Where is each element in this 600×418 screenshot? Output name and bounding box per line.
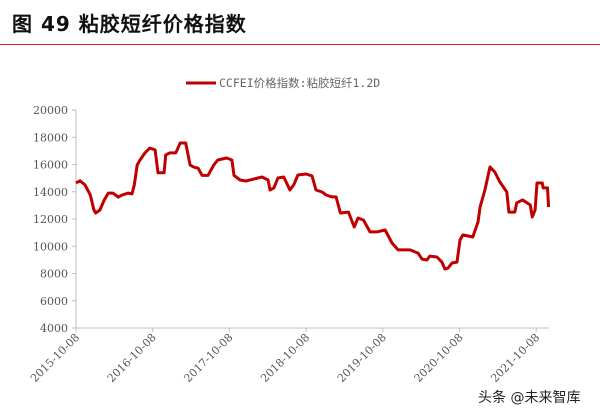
title-divider — [0, 44, 600, 45]
y-tick-label: 4000 — [40, 322, 68, 335]
x-tick-label: 2016-10-08 — [105, 331, 159, 385]
x-tick-label: 2019-10-08 — [335, 331, 389, 385]
y-tick-label: 18000 — [33, 131, 68, 144]
x-tick-label: 2018-10-08 — [258, 331, 312, 385]
x-tick-label: 2021-10-08 — [488, 331, 542, 385]
series-line — [75, 141, 551, 271]
watermark: 头条 @未来智库 — [478, 390, 581, 406]
y-tick-label: 16000 — [33, 159, 68, 172]
y-tick-label: 12000 — [33, 213, 68, 226]
y-tick-label: 20000 — [33, 104, 68, 117]
y-tick-label: 10000 — [33, 240, 68, 253]
y-tick-label: 14000 — [33, 186, 68, 199]
x-tick-label: 2017-10-08 — [181, 331, 235, 385]
y-tick-label: 6000 — [40, 295, 68, 308]
x-tick-label: 2020-10-08 — [412, 331, 466, 385]
y-tick-label: 8000 — [40, 268, 68, 281]
x-tick-label: 2015-10-08 — [28, 331, 82, 385]
figure-title: 图 49 粘胶短纤价格指数 — [12, 12, 247, 36]
legend-label: CCFEI价格指数:粘胶短纤1.2D — [219, 76, 380, 90]
